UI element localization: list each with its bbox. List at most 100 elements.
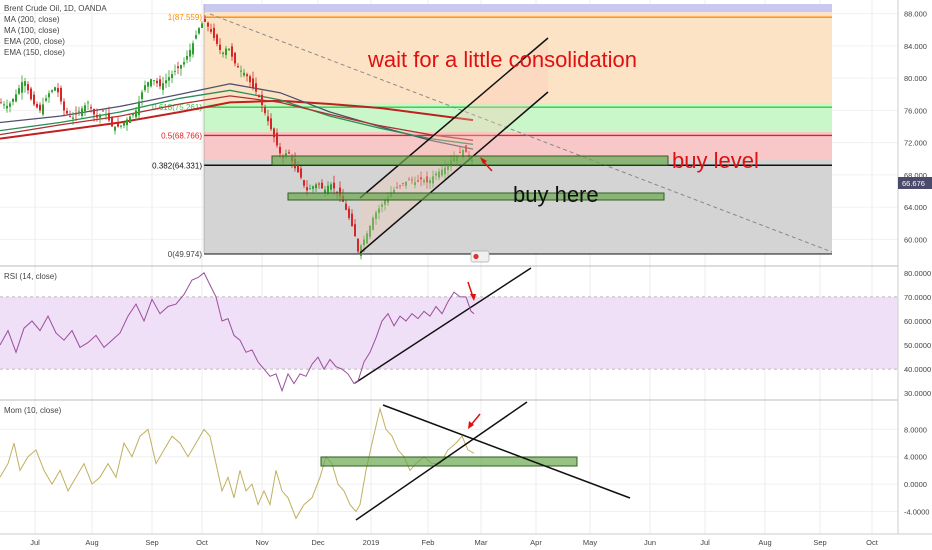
y-tick-label: 50.0000 (904, 341, 931, 350)
x-tick-label: Jul (700, 538, 710, 547)
candle-body (75, 112, 77, 115)
candle-body (348, 208, 350, 218)
candle-body (249, 76, 251, 83)
candle-body (213, 27, 215, 38)
rsi-pane[interactable]: RSI (14, close) (0, 267, 898, 393)
candle-body (30, 88, 32, 100)
dashed-trend-line (209, 13, 833, 253)
candle-body (180, 65, 182, 69)
momentum-pane[interactable]: Mom (10, close) (0, 401, 631, 521)
candle-body (159, 79, 161, 87)
candle-body (243, 72, 245, 76)
fib-label: 0(49.974) (168, 250, 203, 259)
annotation-consolidation: wait for a little consolidation (367, 47, 637, 72)
candle-body (12, 98, 14, 102)
candle-body (420, 177, 422, 180)
candle-body (72, 117, 74, 119)
candle-body (93, 108, 95, 115)
candle-body (171, 74, 173, 78)
annotation-buy-level: buy level (672, 148, 759, 173)
momentum-zone[interactable] (320, 456, 578, 467)
candle-body (297, 164, 299, 173)
candle-body (345, 203, 347, 210)
candle-body (363, 239, 365, 246)
candle-body (312, 186, 314, 189)
candle-body (381, 204, 383, 207)
candle-body (84, 105, 86, 112)
candle-body (66, 110, 68, 114)
candle-body (198, 28, 200, 34)
x-tick-label: Oct (866, 538, 879, 547)
x-tick-label: Jul (30, 538, 40, 547)
candle-body (27, 84, 29, 91)
candle-body (393, 189, 395, 193)
candle-body (288, 152, 290, 154)
candle-body (408, 179, 410, 181)
candle-body (279, 146, 281, 154)
candle-body (324, 189, 326, 194)
candle-body (24, 81, 26, 86)
candle-body (462, 150, 464, 158)
y-tick-label: 8.0000 (904, 425, 927, 434)
x-tick-label: Mar (475, 538, 488, 547)
candle-body (354, 224, 356, 237)
y-tick-label: 30.0000 (904, 389, 931, 398)
candle-body (48, 93, 50, 98)
candle-body (189, 49, 191, 57)
candle-body (309, 188, 311, 190)
price-pane[interactable]: 1(87.559) 0.618(75.261) 0.5(68.766) 0.382(6… (0, 4, 833, 263)
candle-body (285, 153, 287, 156)
candle-body (429, 180, 431, 184)
x-tick-label: Apr (530, 538, 542, 547)
candle-body (306, 187, 308, 191)
candle-body (150, 79, 152, 87)
candle-body (303, 180, 305, 186)
candle-body (402, 183, 404, 184)
candle-body (156, 80, 158, 84)
candle-body (135, 110, 137, 118)
y-tick-label: 60.000 (904, 235, 927, 244)
rsi-trend-line (354, 267, 532, 384)
x-tick-label: Aug (85, 538, 98, 547)
candle-body (138, 101, 140, 116)
buy-level-zone[interactable] (271, 155, 669, 166)
candle-body (105, 114, 107, 116)
momentum-down-line (382, 404, 631, 499)
x-tick-label: Oct (196, 538, 209, 547)
candle-body (417, 180, 419, 182)
right-axis[interactable]: 88.000 84.000 80.000 76.000 72.000 68.000 64.0… (897, 0, 932, 534)
candle-body (315, 184, 317, 189)
fib-band-gray (204, 160, 832, 253)
candle-body (321, 182, 323, 189)
flag-dot-icon (473, 253, 479, 260)
candle-body (252, 78, 254, 88)
candle-body (114, 126, 116, 131)
candle-body (378, 208, 380, 213)
candle-body (465, 145, 467, 153)
momentum-legend: Mom (10, close) (4, 406, 62, 415)
rsi-legend: RSI (14, close) (4, 272, 57, 281)
y-tick-label: 0.0000 (904, 480, 927, 489)
candle-body (225, 48, 227, 56)
candle-body (231, 46, 233, 57)
channel-upper-line (359, 37, 549, 199)
candle-body (432, 176, 434, 184)
momentum-up-line (355, 401, 528, 521)
candle-body (165, 80, 167, 84)
candle-body (144, 85, 146, 91)
candle-body (132, 113, 134, 116)
candle-body (111, 117, 113, 127)
buy-here-zone[interactable] (287, 192, 665, 201)
candle-body (273, 128, 275, 138)
flag-icon[interactable] (470, 250, 490, 263)
time-axis[interactable]: Jul Aug Sep Oct Nov Dec 2019 Feb Mar Apr May Jun Jul… (0, 533, 932, 547)
momentum-line (0, 406, 475, 520)
candle-body (366, 233, 368, 244)
arrow-head-main (480, 157, 487, 164)
candle-body (405, 181, 407, 186)
candle-body (270, 118, 272, 130)
candle-body (246, 74, 248, 77)
candle-body (399, 185, 401, 187)
candle-body (357, 238, 359, 252)
